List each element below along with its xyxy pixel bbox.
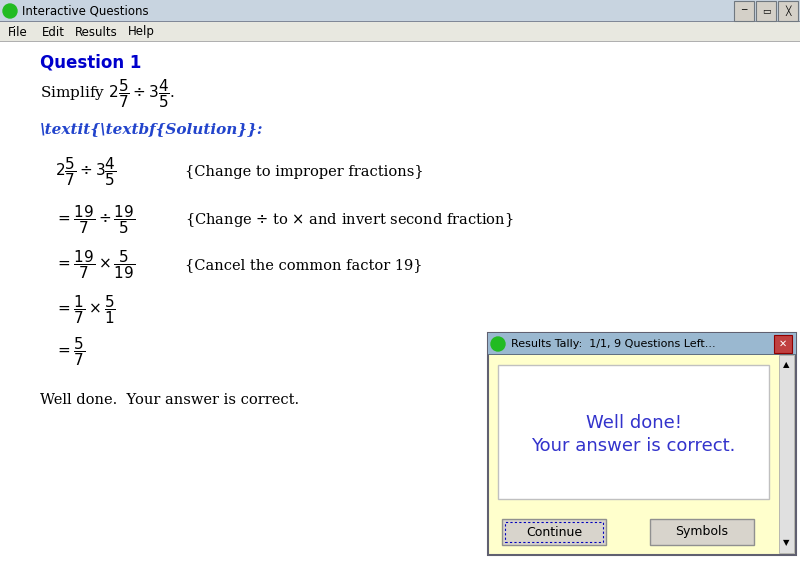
Text: {Change to improper fractions}: {Change to improper fractions}: [185, 165, 424, 179]
Text: Symbols: Symbols: [675, 525, 729, 538]
Text: $= \dfrac{19}{7} \div \dfrac{19}{5}$: $= \dfrac{19}{7} \div \dfrac{19}{5}$: [55, 203, 135, 237]
Bar: [502, 519, 606, 545]
Text: Results Tally:  1/1, 9 Questions Left...: Results Tally: 1/1, 9 Questions Left...: [511, 339, 716, 349]
Text: ▭: ▭: [762, 7, 770, 16]
Bar: [0, 0, 800, 22]
Text: Your answer is correct.: Your answer is correct.: [531, 437, 736, 455]
Text: Help: Help: [128, 25, 155, 39]
Bar: [756, 1, 776, 21]
Bar: [488, 333, 796, 555]
Bar: [488, 354, 796, 355]
Text: Continue: Continue: [526, 525, 582, 538]
Text: Well done!: Well done!: [586, 414, 682, 432]
Text: Edit: Edit: [42, 25, 65, 39]
Bar: [498, 365, 769, 499]
Text: Well done.  Your answer is correct.: Well done. Your answer is correct.: [40, 393, 299, 407]
Text: $= \dfrac{19}{7} \times \dfrac{5}{19}$: $= \dfrac{19}{7} \times \dfrac{5}{19}$: [55, 248, 135, 282]
Bar: [650, 519, 754, 545]
Bar: [0, 41, 800, 42]
Text: Question 1: Question 1: [40, 53, 142, 71]
Bar: [505, 522, 603, 542]
Bar: [778, 1, 798, 21]
Bar: [774, 335, 792, 353]
Text: Results: Results: [75, 25, 118, 39]
Circle shape: [3, 4, 17, 18]
Text: ▼: ▼: [783, 538, 790, 547]
Text: ✕: ✕: [779, 339, 787, 349]
Text: {Change $\div$ to $\times$ and invert second fraction}: {Change $\div$ to $\times$ and invert se…: [185, 211, 514, 229]
Text: Interactive Questions: Interactive Questions: [22, 4, 149, 17]
Bar: [0, 21, 800, 22]
Text: $= \dfrac{5}{7}$: $= \dfrac{5}{7}$: [55, 336, 86, 368]
Bar: [779, 355, 794, 553]
Text: \textit{\textbf{Solution}}:: \textit{\textbf{Solution}}:: [40, 123, 263, 137]
Text: ▲: ▲: [783, 360, 790, 369]
Text: {Cancel the common factor 19}: {Cancel the common factor 19}: [185, 258, 422, 272]
Text: $2\dfrac{5}{7} \div 3\dfrac{4}{5}$: $2\dfrac{5}{7} \div 3\dfrac{4}{5}$: [55, 156, 117, 188]
Text: ─: ─: [742, 7, 746, 16]
Bar: [0, 22, 800, 42]
Circle shape: [491, 337, 505, 351]
Text: ╳: ╳: [786, 6, 790, 16]
Text: $= \dfrac{1}{7} \times \dfrac{5}{1}$: $= \dfrac{1}{7} \times \dfrac{5}{1}$: [55, 293, 116, 327]
Bar: [734, 1, 754, 21]
Text: File: File: [8, 25, 28, 39]
Bar: [488, 333, 796, 355]
Text: Simplify $2\dfrac{5}{7} \div 3\dfrac{4}{5}$.: Simplify $2\dfrac{5}{7} \div 3\dfrac{4}{…: [40, 78, 175, 110]
